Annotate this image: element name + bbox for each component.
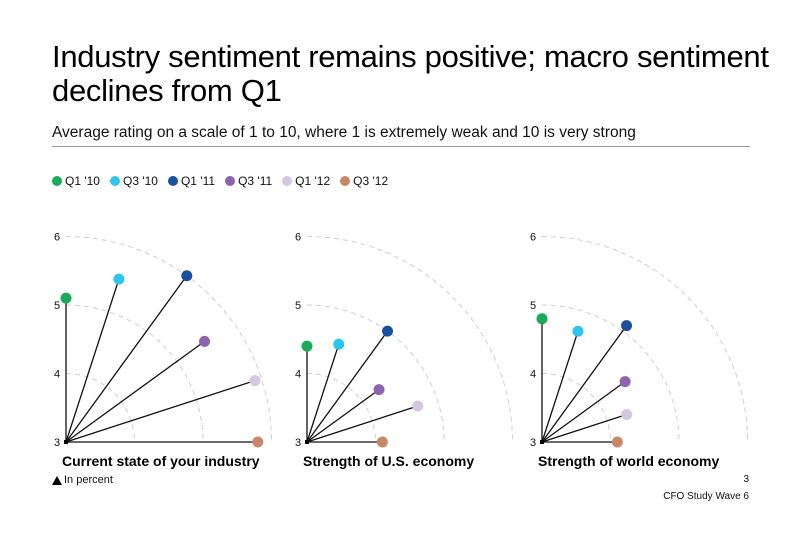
axis-tick-label: 3 [530, 437, 536, 449]
footnote-text: In percent [64, 474, 113, 486]
legend-marker-q3-10 [109, 176, 120, 186]
grid-arc [306, 373, 376, 443]
data-stem [541, 413, 627, 443]
legend: Q1 '10 Q3 '10 Q1 '11 Q3 '11 Q1 '12 Q3 '1… [52, 174, 388, 188]
data-point [376, 436, 388, 448]
legend-item-q3-10: Q3 '10 [109, 174, 158, 188]
data-point [249, 375, 261, 387]
subtitle: Average rating on a scale of 1 to 10, wh… [52, 124, 636, 141]
study-label: CFO Study Wave 6 [663, 491, 749, 502]
legend-marker-q1-12 [282, 176, 293, 186]
legend-item-q3-12: Q3 '12 [340, 174, 388, 188]
chart-title: Strength of U.S. economy [303, 453, 474, 469]
data-point [611, 436, 623, 448]
legend-label: Q1 '11 [180, 174, 216, 188]
data-point [301, 340, 313, 352]
data-stem [541, 325, 628, 443]
grid-arc [65, 236, 272, 443]
data-point [373, 384, 385, 396]
data-stem [306, 389, 380, 443]
legend-label: Q3 '12 [353, 174, 389, 188]
data-point [412, 400, 424, 412]
data-stem [65, 275, 188, 443]
data-stem [65, 278, 120, 443]
data-point [60, 292, 72, 304]
data-point [199, 335, 211, 347]
data-point [621, 320, 633, 332]
legend-item-q1-12: Q1 '12 [282, 174, 330, 188]
data-stem [306, 405, 418, 443]
data-stem [541, 331, 579, 443]
axis-tick-label: 4 [530, 369, 536, 381]
data-point [252, 436, 264, 448]
axis-tick-label: 3 [54, 437, 60, 449]
data-stem [306, 330, 389, 443]
data-stem [306, 344, 340, 443]
origin-marker [305, 440, 309, 444]
grid-arc [541, 373, 611, 443]
axis-tick-label: 6 [530, 232, 536, 244]
axis-tick-label: 4 [295, 369, 301, 381]
axis-tick-label: 5 [295, 300, 301, 312]
chart-title: Current state of your industry [62, 453, 260, 469]
data-point [536, 313, 548, 325]
origin-marker [64, 440, 68, 444]
data-point [382, 325, 394, 337]
legend-marker-q3-12 [340, 176, 351, 186]
origin-marker [540, 440, 544, 444]
legend-marker-q3-11 [225, 176, 236, 186]
footnote: In percent [52, 474, 113, 486]
grid-arc [306, 304, 445, 443]
axis-tick-label: 4 [54, 369, 60, 381]
legend-item-q1-10: Q1 '10 [52, 174, 100, 188]
grid-arc [65, 304, 204, 443]
data-point [333, 338, 345, 350]
data-point [113, 273, 125, 285]
legend-marker-q1-10 [52, 176, 62, 186]
axis-tick-label: 6 [54, 232, 60, 244]
data-stem [65, 340, 205, 443]
triangle-icon [52, 475, 62, 485]
header-divider [52, 146, 750, 147]
axis-tick-label: 3 [295, 437, 301, 449]
legend-label: Q1 '10 [65, 174, 100, 188]
data-point [572, 325, 584, 337]
grid-arc [541, 304, 680, 443]
data-point [619, 376, 631, 388]
chart-title: Strength of world economy [538, 453, 719, 469]
page-title: Industry sentiment remains positive; mac… [52, 39, 769, 108]
legend-item-q1-11: Q1 '11 [167, 174, 216, 188]
axis-tick-label: 5 [54, 300, 60, 312]
axis-tick-label: 5 [530, 300, 536, 312]
legend-label: Q3 '11 [238, 174, 273, 188]
grid-arc [65, 373, 135, 443]
page-number: 3 [743, 474, 749, 485]
data-point [621, 408, 633, 420]
legend-label: Q1 '12 [295, 174, 331, 188]
data-stem [541, 381, 626, 443]
data-stem [65, 379, 256, 443]
grid-arc [306, 236, 513, 443]
legend-marker-q1-11 [167, 176, 178, 186]
axis-tick-label: 6 [295, 232, 301, 244]
grid-arc [541, 236, 748, 443]
legend-item-q3-11: Q3 '11 [225, 174, 272, 188]
data-point [181, 270, 193, 282]
legend-label: Q3 '10 [122, 174, 158, 188]
